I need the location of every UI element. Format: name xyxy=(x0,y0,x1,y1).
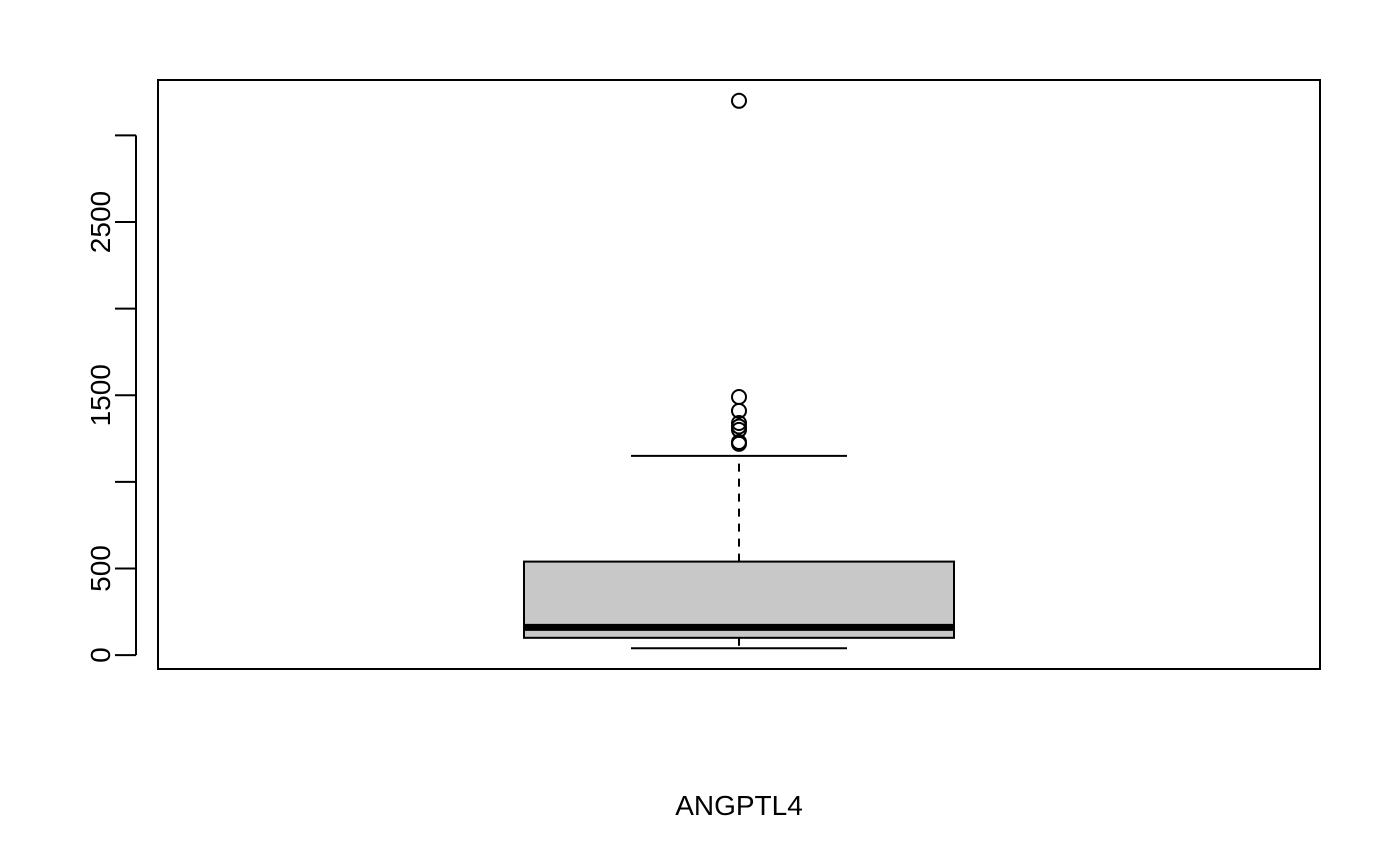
y-axis: 0 500 1500 2500 xyxy=(85,134,137,663)
x-axis-label: ANGPTL4 xyxy=(675,790,803,821)
box-group xyxy=(523,454,955,650)
y-tick-label-500: 500 xyxy=(85,545,116,592)
outlier-point-7 xyxy=(731,92,747,109)
outlier-group xyxy=(731,92,747,452)
y-tick-label-1500: 1500 xyxy=(85,364,116,426)
plot-frame xyxy=(157,79,1321,670)
outlier-point-6 xyxy=(731,389,747,406)
y-tick-label-0: 0 xyxy=(85,647,116,663)
outlier-point-4 xyxy=(731,415,747,432)
y-tick-label-2500: 2500 xyxy=(85,191,116,253)
outlier-point-1 xyxy=(731,434,747,451)
